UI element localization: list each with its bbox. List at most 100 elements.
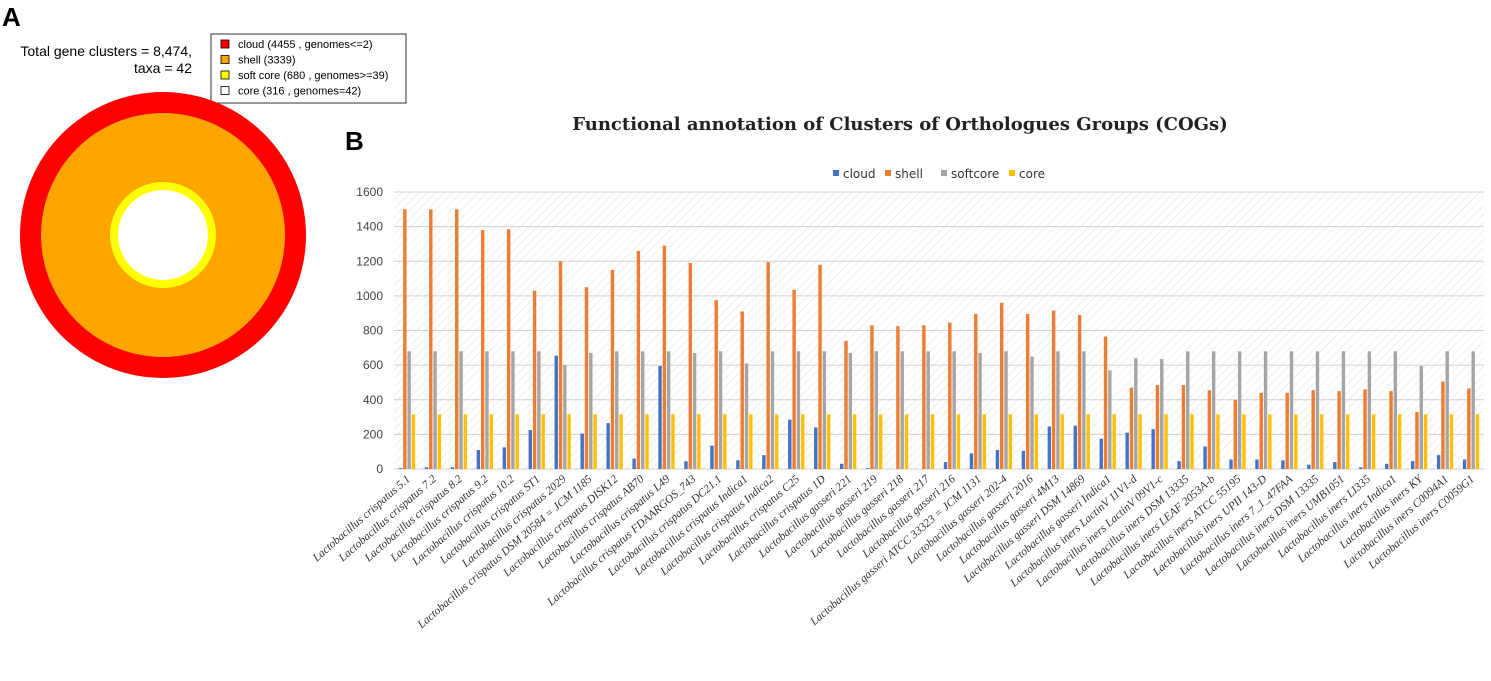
- bar-cloud-39: [1410, 461, 1415, 469]
- bar-shell-20: [922, 325, 926, 469]
- bar-core-13: [749, 414, 753, 469]
- legend-label-core: core: [1019, 167, 1045, 181]
- bar-softcore-30: [1186, 351, 1190, 469]
- bar-core-26: [1086, 414, 1090, 469]
- bar-softcore-1: [433, 351, 437, 469]
- bar-cloud-1: [424, 467, 429, 469]
- bar-cloud-15: [788, 419, 792, 469]
- legend-marker-cloud: [833, 170, 839, 176]
- bar-shell-14: [766, 262, 770, 469]
- bar-shell-2: [455, 209, 459, 469]
- bar-cloud-5: [528, 430, 532, 469]
- bar-core-39: [1423, 414, 1428, 469]
- bar-core-35: [1320, 414, 1324, 469]
- bar-core-1: [437, 414, 442, 469]
- y-tick-label: 200: [363, 427, 383, 441]
- legend-box: [210, 33, 407, 104]
- bar-core-40: [1449, 414, 1454, 469]
- bar-core-0: [411, 414, 416, 469]
- bar-shell-16: [818, 264, 822, 469]
- total-clusters-text: Total gene clusters = 8,474,: [20, 43, 192, 59]
- bar-softcore-27: [1108, 370, 1112, 469]
- legend-swatch-3: [220, 86, 230, 95]
- bar-cloud-7: [580, 433, 584, 469]
- bar-core-41: [1475, 414, 1480, 469]
- bar-shell-4: [506, 229, 511, 469]
- bar-cloud-9: [632, 458, 636, 469]
- bar-shell-36: [1337, 391, 1341, 469]
- bar-cloud-27: [1099, 438, 1103, 469]
- bar-core-32: [1242, 414, 1246, 469]
- bar-core-29: [1164, 414, 1168, 469]
- bar-softcore-9: [641, 351, 645, 469]
- bar-core-14: [775, 414, 779, 469]
- bar-softcore-16: [822, 351, 827, 469]
- legend-label-cloud: cloud: [843, 167, 876, 181]
- panel-b-letter: B: [345, 126, 364, 156]
- bar-cloud-41: [1462, 459, 1467, 469]
- bar-core-38: [1397, 414, 1402, 469]
- bar-shell-41: [1467, 388, 1471, 469]
- bar-cloud-11: [684, 461, 688, 469]
- bar-shell-29: [1155, 385, 1160, 469]
- bar-core-27: [1112, 414, 1116, 469]
- y-tick-label: 400: [363, 393, 383, 407]
- bar-core-24: [1034, 414, 1038, 469]
- bar-core-7: [593, 414, 597, 469]
- bar-softcore-37: [1367, 351, 1372, 469]
- bar-core-8: [619, 414, 623, 469]
- bar-cloud-21: [943, 462, 948, 469]
- bar-core-11: [697, 414, 701, 469]
- bar-core-37: [1371, 414, 1376, 469]
- bar-softcore-39: [1419, 365, 1423, 469]
- bar-softcore-18: [874, 351, 878, 469]
- bar-softcore-36: [1341, 351, 1346, 469]
- bar-cloud-2: [450, 467, 455, 469]
- bar-softcore-0: [407, 351, 411, 469]
- panel-a-legend: cloud (4455 , genomes<=2) shell (3339) sof…: [210, 33, 407, 104]
- bar-softcore-10: [666, 351, 671, 469]
- bar-cloud-34: [1281, 460, 1285, 469]
- bar-core-4: [515, 414, 519, 469]
- bar-shell-31: [1207, 390, 1212, 469]
- bar-softcore-35: [1315, 351, 1320, 469]
- bar-core-22: [982, 414, 987, 469]
- bar-shell-18: [870, 325, 874, 469]
- y-tick-label: 1200: [356, 254, 383, 268]
- bar-core-36: [1346, 414, 1350, 469]
- bar-shell-9: [636, 250, 641, 469]
- bar-core-31: [1216, 414, 1220, 469]
- bar-softcore-11: [692, 353, 697, 469]
- y-tick-label: 1000: [356, 289, 383, 303]
- bar-shell-37: [1363, 389, 1367, 469]
- gridlines: [394, 191, 1484, 470]
- bar-softcore-5: [537, 351, 541, 469]
- bar-shell-38: [1389, 391, 1393, 469]
- bar-shell-30: [1181, 385, 1186, 469]
- bar-core-3: [489, 414, 493, 469]
- bar-softcore-12: [718, 351, 723, 469]
- bar-shell-5: [532, 290, 537, 469]
- bar-softcore-7: [589, 353, 593, 469]
- bar-softcore-20: [926, 351, 930, 469]
- bar-cloud-32: [1229, 459, 1233, 469]
- bar-softcore-23: [1004, 351, 1008, 469]
- bar-shell-39: [1415, 411, 1419, 469]
- chart-title: Functional annotation of Clusters of Ort…: [572, 114, 1227, 135]
- bar-softcore-17: [848, 353, 853, 469]
- bar-cloud-37: [1359, 467, 1363, 469]
- bar-shell-11: [688, 262, 692, 469]
- panel-a-letter: A: [2, 2, 21, 32]
- bar-shell-32: [1233, 399, 1237, 469]
- bar-cloud-24: [1021, 450, 1026, 469]
- bar-softcore-2: [459, 351, 463, 469]
- chart-legend: cloud shell softcore core: [833, 167, 1045, 181]
- bar-core-2: [463, 414, 468, 469]
- y-tick-label: 0: [376, 462, 383, 476]
- bar-core-9: [645, 414, 649, 469]
- bar-softcore-14: [770, 351, 775, 469]
- bar-cloud-36: [1333, 462, 1337, 469]
- bar-cloud-22: [969, 453, 974, 469]
- bar-softcore-41: [1471, 351, 1475, 469]
